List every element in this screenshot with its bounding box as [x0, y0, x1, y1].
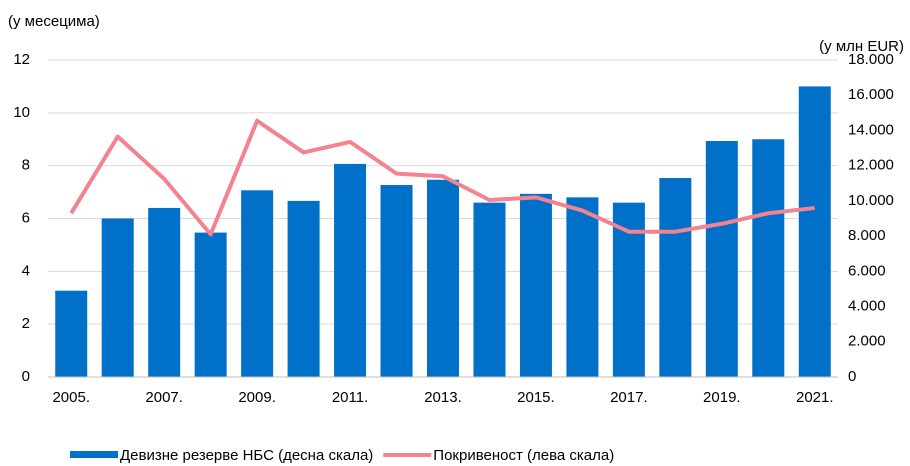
bar	[380, 185, 413, 377]
y-tick-label: 10	[13, 104, 30, 121]
y2-tick-label: 2.000	[848, 333, 886, 350]
x-tick-label: 2021.	[796, 389, 834, 406]
legend-label: Девизне резерве НБС (десна скала)	[120, 447, 373, 464]
bar	[334, 163, 367, 377]
bar	[519, 193, 552, 377]
y-tick-label: 12	[13, 51, 30, 68]
y2-tick-label: 6.000	[848, 262, 886, 279]
y-axis-label: (у месецима)	[8, 13, 100, 30]
bar	[752, 139, 785, 377]
y2-tick-label: 4.000	[848, 298, 886, 315]
y-tick-label: 8	[22, 157, 30, 174]
bar	[705, 141, 738, 377]
bar	[287, 200, 320, 377]
line	[69, 118, 815, 237]
y2-tick-label: 0	[848, 368, 856, 385]
y-tick-label: 6	[22, 209, 30, 226]
y2-tick-label: 18.000	[848, 51, 894, 68]
bar	[194, 232, 227, 377]
y-tick-label: 0	[22, 368, 30, 385]
bar	[473, 202, 506, 377]
y2-tick-label: 10.000	[848, 192, 894, 209]
legend-label: Покривеност (лева скала)	[433, 447, 614, 464]
x-tick-label: 2009.	[238, 389, 276, 406]
bar	[798, 86, 831, 378]
y2-axis-label: (у млн EUR)	[819, 38, 904, 55]
x-tick-label: 2011.	[332, 389, 368, 406]
x-tick-label: 2019.	[703, 389, 741, 406]
bar	[427, 179, 459, 377]
legend-swatch	[70, 451, 118, 458]
y-tick-label: 2	[22, 315, 30, 332]
y2-tick-label: 16.000	[848, 86, 894, 103]
y2-tick-label: 8.000	[848, 227, 886, 244]
x-tick-label: 2013.	[424, 389, 462, 406]
y2-tick-label: 14.000	[848, 121, 894, 138]
bar	[241, 190, 274, 377]
y-tick-label: 4	[22, 262, 30, 279]
bar	[101, 218, 134, 377]
x-tick-label: 2005.	[52, 389, 90, 406]
x-tick-label: 2017.	[610, 389, 648, 406]
bar	[659, 177, 692, 377]
bar	[148, 207, 181, 377]
x-tick-label: 2015.	[517, 389, 555, 406]
bar	[55, 290, 88, 377]
y2-tick-label: 12.000	[848, 157, 894, 174]
x-tick-label: 2007.	[145, 389, 183, 406]
bar	[566, 197, 599, 377]
